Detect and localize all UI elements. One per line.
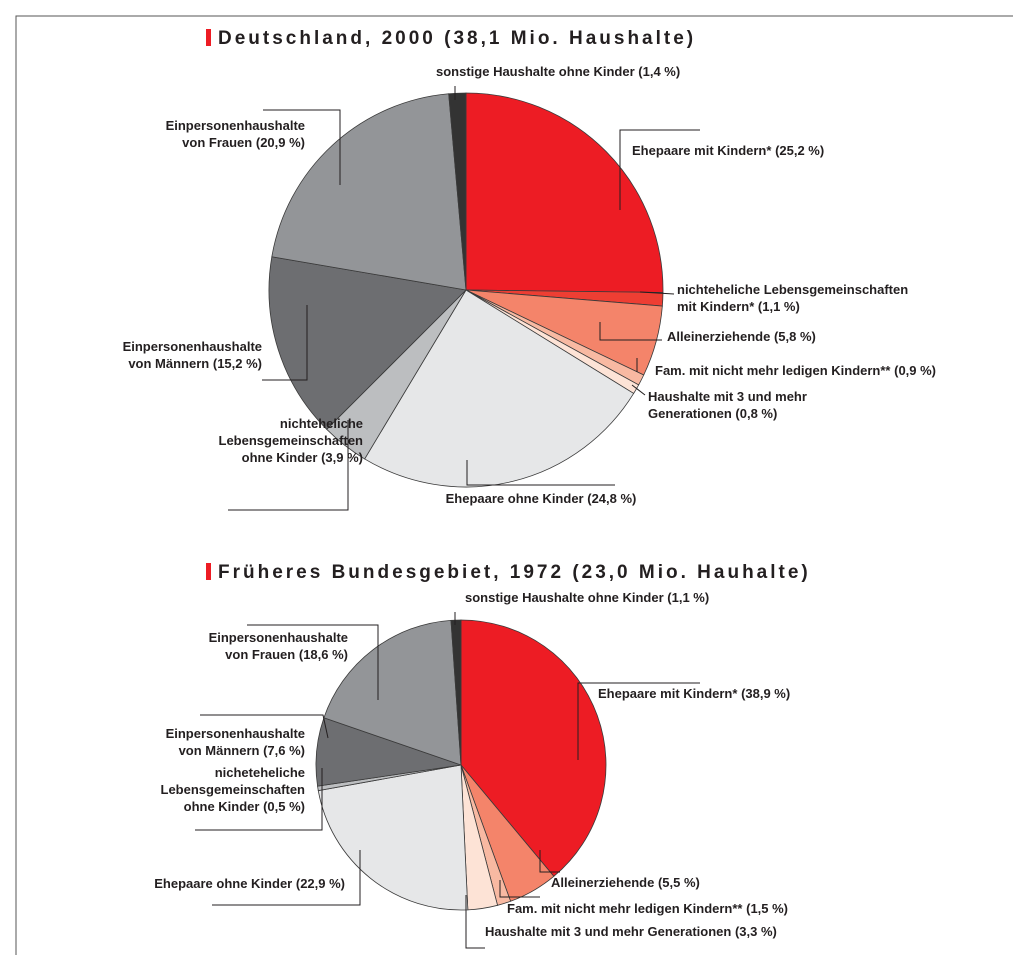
value-label: (1,4 %) [638,64,680,79]
pie-slice [364,289,635,488]
leader-line [212,850,361,906]
value-label: (20,9 %) [256,135,305,150]
pie-slice [323,619,462,766]
slice-label: Ehepaare mit Kindern* (38,9 %) [598,686,790,701]
value-label: (24,8 %) [587,491,636,506]
leader-line [577,682,700,760]
label-line: Fam. mit nicht mehr ledigen Kindern** [655,363,891,378]
label-line: ohne Kinder [184,799,260,814]
value-label: (22,9 %) [296,876,345,891]
label-line: Ehepaare mit Kindern* [598,686,738,701]
slice-label: sonstige Haushalte ohne Kinder (1,1 %) [465,590,709,605]
pie-slice [448,92,467,291]
slice-label: Alleinerziehende (5,5 %) [551,875,700,890]
label-line: von Männern [179,743,260,758]
value-label: (0,5 %) [263,799,305,814]
value-label: (5,8 %) [774,329,816,344]
value-label: (15,2 %) [213,356,262,371]
slice-label: Alleinerziehende (5,8 %) [667,329,816,344]
pie-slice [460,619,607,877]
value-label: (38,9 %) [741,686,790,701]
label-line: Einpersonenhaushalte [166,726,305,741]
frame [15,15,1013,955]
value-label: (3,3 %) [735,924,777,939]
leader-line [263,109,341,185]
slice-label: nichteheliche Lebensgemeinschaften mit Ki… [677,282,908,314]
label-line: mit Kindern* [677,299,755,314]
label-line: Alleinerziehende [551,875,654,890]
pie-slice [268,256,467,430]
value-label: (5,5 %) [658,875,700,890]
value-label: (0,9 %) [894,363,936,378]
label-line: Fam. mit nicht mehr ledigen Kindern** [507,901,743,916]
value-label: (1,5 %) [746,901,788,916]
value-label: (1,1 %) [667,590,709,605]
label-line: Haushalte mit 3 und mehr Generationen [485,924,731,939]
chart-title: Deutschland, 2000 (38,1 Mio. Haushalte) [218,28,696,49]
label-line: von Männern [128,356,209,371]
label-line: Einpersonenhaushalte [209,630,348,645]
leader-line [599,322,662,341]
slice-label: Ehepaare mit Kindern* (25,2 %) [632,143,824,158]
slice-label: Einpersonenhaushalte von Frauen (20,9 %) [166,118,305,150]
leader-line [539,850,560,873]
leader-line [200,714,329,739]
slice-label: nichteheliche Lebensgemeinschaften ohne Ki… [219,416,364,465]
label-line: nichteheliche Lebensgemeinschaften [677,282,908,297]
slice-label: Einpersonenhaushalte von Männern (7,6 %) [166,726,305,758]
slice-label: Ehepaare ohne Kinder (24,8 %) [446,491,637,506]
leader-line [262,305,308,381]
value-label: (0,8 %) [735,406,777,421]
leader-line [499,880,540,898]
leader-line [465,895,485,949]
label-line: Generationen [648,406,732,421]
label-line: ohne Kinder [242,450,318,465]
title-marker [206,563,211,580]
label-line: sonstige Haushalte ohne Kinder [436,64,635,79]
leader-line [639,291,675,295]
slice-label: Ehepaare ohne Kinder (22,9 %) [154,876,345,891]
label-line: Haushalte mit 3 und mehr [648,389,807,404]
chart-title: Früheres Bundesgebiet, 1972 (23,0 Mio. H… [218,562,811,583]
slice-label: Haushalte mit 3 und mehr Generationen (0,… [648,389,807,421]
slice-label: Fam. mit nicht mehr ledigen Kindern** (1… [507,901,788,916]
title-marker [206,29,211,46]
leader-line [631,384,646,396]
label-line: Lebensgemeinschaften [161,782,306,797]
value-label: (1,1 %) [758,299,800,314]
value-label: (3,9 %) [321,450,363,465]
slice-label: Einpersonenhaushalte von Männern (15,2 %) [123,339,262,371]
leader-line [247,624,379,700]
label-line: Ehepaare ohne Kinder [154,876,292,891]
value-label: (7,6 %) [263,743,305,758]
leader-line [195,768,323,831]
label-line: nicheteheliche [215,765,305,780]
slice-label: Haushalte mit 3 und mehr Generationen (3… [485,924,777,939]
leader-line [228,420,349,511]
pie-slice [465,92,664,293]
label-line: von Frauen [225,647,295,662]
label-line: Ehepaare ohne Kinder [446,491,584,506]
label-line: Einpersonenhaushalte [166,118,305,133]
label-line: nichteheliche [280,416,363,431]
label-line: sonstige Haushalte ohne Kinder [465,590,664,605]
slice-label: Einpersonenhaushalte von Frauen (18,6 %) [209,630,348,662]
label-line: von Frauen [182,135,252,150]
slice-label: sonstige Haushalte ohne Kinder (1,4 %) [436,64,680,79]
slice-label: Fam. mit nicht mehr ledigen Kindern** (0… [655,363,936,378]
label-line: Alleinerziehende [667,329,770,344]
slice-label: nicheteheliche Lebensgemeinschaften ohne K… [161,765,306,814]
pie-slice [271,93,467,291]
value-label: (25,2 %) [775,143,824,158]
value-label: (18,6 %) [299,647,348,662]
pie-slice [450,619,462,766]
leader-line [466,460,615,486]
label-line: Lebensgemeinschaften [219,433,364,448]
pie-slice [317,764,469,911]
leader-line [619,129,700,210]
label-line: Einpersonenhaushalte [123,339,262,354]
label-line: Ehepaare mit Kindern* [632,143,772,158]
